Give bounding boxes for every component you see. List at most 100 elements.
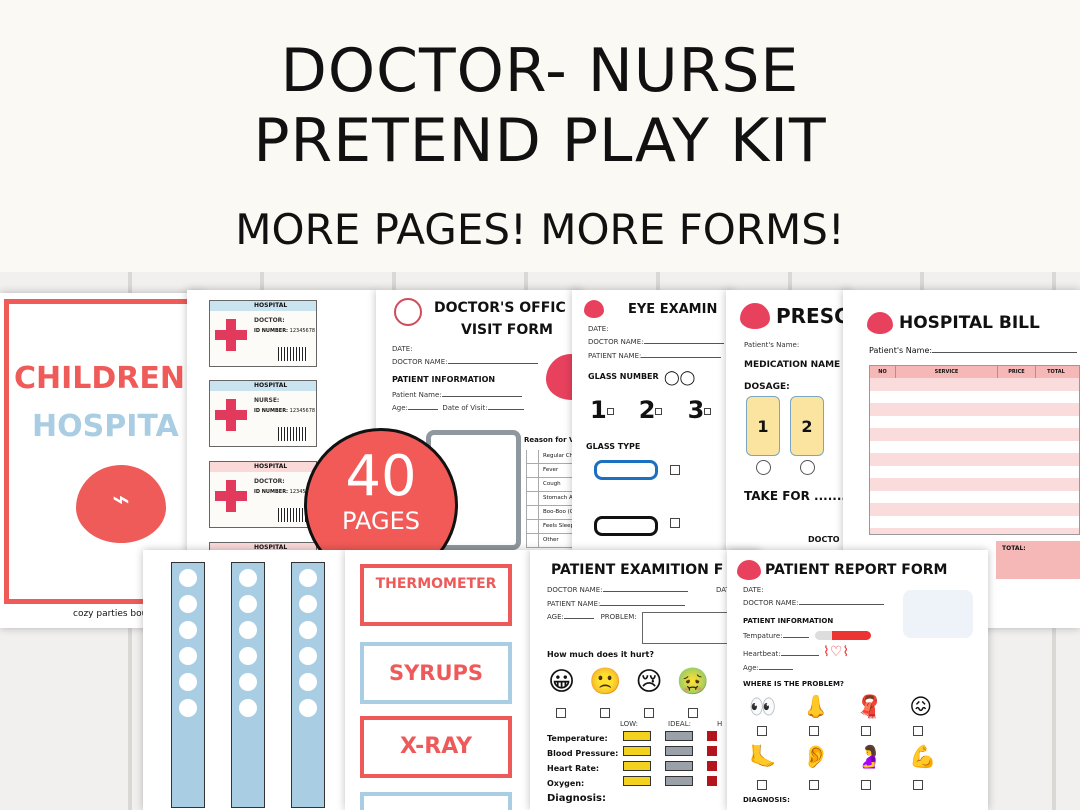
patient-name-field[interactable]	[441, 396, 522, 397]
doctor-field[interactable]	[798, 604, 884, 605]
radio[interactable]	[800, 460, 815, 475]
checkbox[interactable]	[861, 779, 871, 790]
reasons-list: Regular Ch Fever Cough Stomach A Boo-Boo (C F…	[526, 450, 581, 548]
reason-item[interactable]: Fever	[526, 464, 581, 478]
reason-item[interactable]: Cough	[526, 478, 581, 492]
checkbox[interactable]	[556, 707, 566, 718]
glass-number-1: 1	[590, 396, 607, 424]
barcode	[278, 508, 308, 522]
column-price: PRICE	[998, 366, 1036, 378]
arm-icon: 💪	[909, 745, 963, 770]
reason-item[interactable]: Boo-Boo (C	[526, 506, 581, 520]
blue-glasses-icon	[594, 460, 658, 480]
checkbox[interactable]	[606, 407, 614, 415]
header: DOCTOR- NURSE PRETEND PLAY KIT MORE PAGE…	[0, 0, 1080, 272]
cover-page: CHILDREN HOSPITA ⌁ cozy parties bou	[0, 293, 205, 628]
doctor-field[interactable]	[643, 343, 724, 344]
checkbox[interactable]	[757, 725, 767, 736]
patient-field[interactable]	[641, 357, 722, 358]
ideal-box[interactable]	[665, 761, 693, 771]
checkbox[interactable]	[704, 407, 712, 415]
diagnosis-label: DIAGNOSIS:	[743, 796, 790, 804]
sign-syrups: SYRUPS	[360, 642, 512, 704]
heart-icon	[740, 303, 770, 329]
doctor-label: DOCTOR NAME:	[588, 338, 644, 346]
section-title: PATIENT INFORMATION	[743, 617, 834, 625]
reason-label: Cough	[543, 481, 561, 487]
heart-icon	[737, 560, 761, 580]
patient-field[interactable]	[932, 352, 1078, 353]
section-title: PATIENT INFORMATION	[392, 375, 496, 384]
heart-icon: ⌁	[76, 465, 166, 543]
checkbox[interactable]	[600, 707, 610, 718]
patient-exam-page: PATIENT EXAMITION F DOCTOR NAME: DAT PAT…	[530, 550, 760, 810]
doctor-name-field[interactable]	[447, 363, 538, 364]
high-box[interactable]	[707, 776, 717, 786]
stomach-icon: 🤰	[855, 745, 910, 770]
visit-field[interactable]	[487, 409, 524, 410]
checkbox[interactable]	[861, 725, 871, 736]
reason-item[interactable]: Other	[526, 534, 581, 548]
checkbox[interactable]	[913, 725, 923, 736]
patient-label: Patient's Name:	[744, 341, 800, 349]
cross-icon	[215, 399, 247, 431]
vital-row: Heart Rate:	[547, 761, 717, 776]
heart-icon	[867, 312, 893, 334]
checkbox[interactable]	[757, 779, 767, 790]
title-line-1: DOCTOR- NURSE	[280, 36, 800, 106]
cover-line-2: HOSPITA	[32, 409, 179, 444]
checkbox[interactable]	[809, 725, 819, 736]
patient-field[interactable]	[600, 605, 686, 606]
checkbox[interactable]	[644, 707, 654, 718]
checkbox[interactable]	[688, 707, 698, 718]
heartbeat-field[interactable]	[780, 655, 819, 656]
bill-header: NO SERVICE PRICE TOTAL	[870, 366, 1079, 378]
reason-item[interactable]: Stomach A	[526, 492, 581, 506]
reason-item[interactable]: Feels Sleep	[526, 520, 581, 534]
doctor-field[interactable]	[602, 591, 688, 592]
pill-bottle-1: 1	[746, 396, 780, 456]
low-box[interactable]	[623, 761, 651, 771]
reason-label: Regular Ch	[543, 453, 574, 459]
vital-row: Temperature:	[547, 731, 717, 746]
age-field[interactable]	[407, 409, 438, 410]
age-field[interactable]	[563, 618, 594, 619]
nose-icon: 👃	[802, 695, 856, 720]
date-label: DATE:	[743, 586, 764, 594]
ideal-box[interactable]	[665, 731, 693, 741]
checkbox[interactable]	[655, 407, 663, 415]
radio[interactable]	[756, 460, 771, 475]
bill-table: NO SERVICE PRICE TOTAL	[869, 365, 1080, 535]
signs-page: THERMOMETER SYRUPS X-RAY	[345, 550, 530, 810]
reason-item[interactable]: Regular Ch	[526, 450, 581, 464]
low-box[interactable]	[623, 731, 651, 741]
high-box[interactable]	[707, 746, 717, 756]
ideal-box[interactable]	[665, 776, 693, 786]
card-header: HOSPITAL	[210, 462, 316, 472]
stethoscope-icon	[394, 298, 422, 326]
high-box[interactable]	[707, 761, 717, 771]
prescription-title: PRESC	[776, 304, 849, 328]
id-value: 12345678	[289, 408, 316, 414]
ideal-box[interactable]	[665, 746, 693, 756]
sad-face-icon: 🙁	[589, 667, 636, 697]
checkbox[interactable]	[670, 518, 680, 528]
black-glasses-icon	[594, 516, 658, 536]
checkbox[interactable]	[913, 779, 923, 790]
vital-label: Oxygen:	[547, 779, 585, 788]
age-field[interactable]	[758, 669, 793, 670]
low-box[interactable]	[623, 776, 651, 786]
patient-label: PATIENT NAME:	[547, 600, 601, 608]
checkbox[interactable]	[670, 465, 680, 475]
temp-field[interactable]	[782, 637, 809, 638]
low-box[interactable]	[623, 746, 651, 756]
dosage-label: DOSAGE:	[744, 382, 790, 392]
high-box[interactable]	[707, 731, 717, 741]
reason-label: Fever	[543, 467, 559, 473]
doctor-label: DOCTOR NAME:	[743, 599, 799, 607]
body-parts-row-2: 🦶👂🤰💪	[749, 746, 963, 770]
glass-type-label: GLASS TYPE	[586, 442, 641, 451]
heartbeat-label: Heartbeat:	[743, 650, 781, 658]
checkbox[interactable]	[809, 779, 819, 790]
card-role: NURSE:	[254, 397, 280, 404]
